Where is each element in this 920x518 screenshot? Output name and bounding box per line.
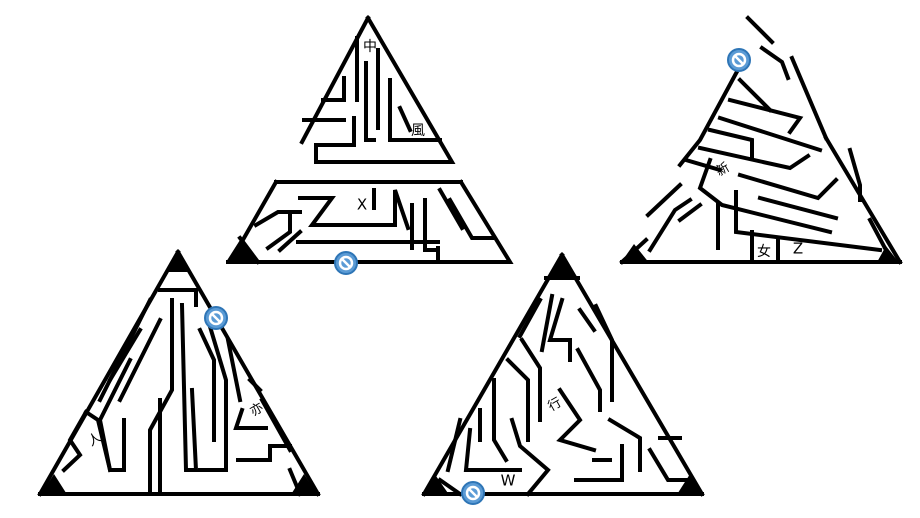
maze-right-walls — [619, 15, 903, 265]
no-entry-icon[interactable] — [203, 305, 229, 331]
maze-top-label-letter: X — [356, 195, 368, 214]
maze-top-label-char: 中 — [363, 39, 377, 55]
maze-top-label-char: 風 — [411, 123, 425, 139]
no-entry-icon[interactable] — [460, 480, 486, 506]
no-entry-icon[interactable] — [333, 250, 359, 276]
maze-top-walls — [226, 15, 514, 265]
corner-caps — [40, 240, 900, 496]
no-entry-icon[interactable] — [726, 47, 752, 73]
maze-right-label-char: 女 — [757, 244, 771, 260]
maze-bottom-right-label-letter: W — [500, 471, 516, 490]
maze-bottom-left-walls — [37, 249, 321, 497]
maze-right-label-letter: Z — [792, 239, 804, 258]
maze-bottom-right-walls — [421, 252, 705, 497]
